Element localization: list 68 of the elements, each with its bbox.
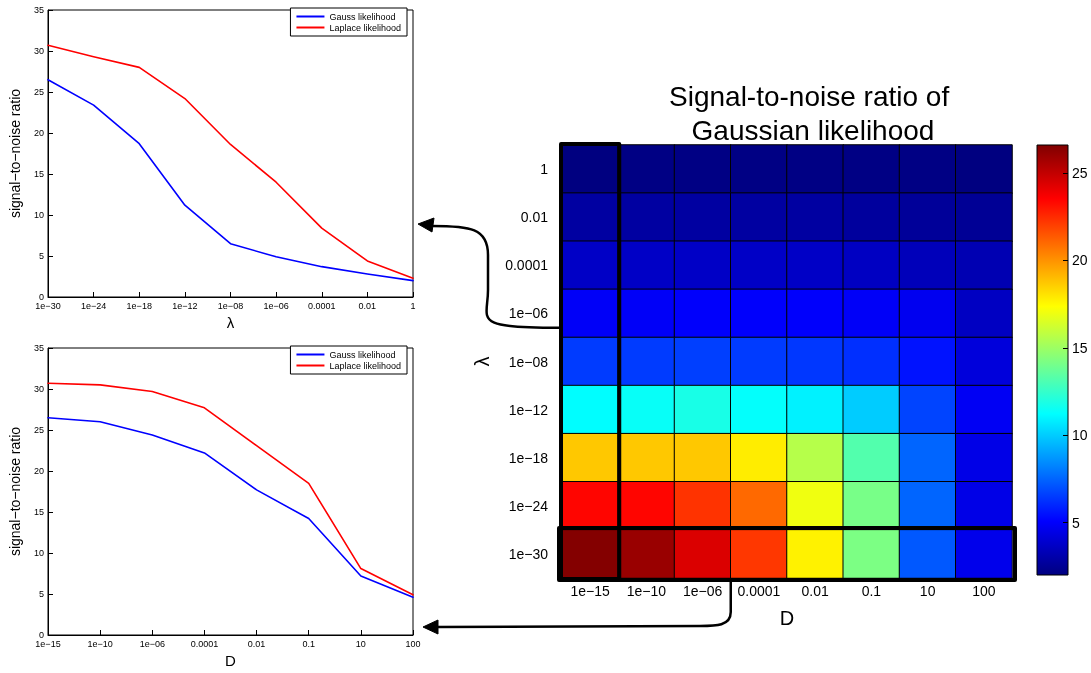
x-tick-label: 1e−10 [87,638,113,649]
y-tick-label: 1 [540,161,549,178]
y-tick-label: 1e−30 [508,545,549,562]
legend-label: Gauss likelihood [329,11,396,22]
y-tick-label: 1e−08 [508,353,549,370]
y-tick-label: 30 [33,384,44,394]
x-tick-label: 1e−08 [217,300,244,311]
x-tick-label: 0.1 [302,638,315,649]
y-tick-label: 15 [33,169,44,179]
x-axis-title: D [779,607,795,629]
color-bar-label: 5 [1072,514,1080,531]
x-tick-label: 1e−06 [139,638,165,649]
y-tick-label: 10 [33,548,44,558]
y-tick-label: 35 [33,5,44,15]
chart-title: Signal-to-noise ratio of Gaussian likelihood [669,80,957,146]
x-tick-label: 100 [405,638,421,649]
y-tick-label: 1e−18 [508,449,549,466]
y-axis-title: λ [471,356,493,367]
y-tick-label: 25 [33,87,44,97]
y-tick-label: 20 [33,466,44,476]
y-tick-label: 15 [33,507,44,517]
x-axis-title: λ [226,314,235,331]
x-tick-label: 1e−06 [682,583,723,599]
y-tick-label: 5 [38,251,44,261]
color-bar-label: 25 [1072,164,1088,181]
x-tick-label: 1e−12 [172,300,198,311]
y-tick-label: 5 [38,589,44,599]
y-tick-label: 1e−12 [508,401,549,418]
x-axis-title: D [225,652,237,669]
x-tick-label: 10 [355,638,366,649]
legend-label: Laplace likelihood [329,360,402,371]
x-tick-label: 1e−06 [263,300,289,311]
x-tick-label: 100 [972,583,996,599]
y-tick-label: 25 [33,425,44,435]
x-tick-label: 1e−10 [626,583,667,599]
x-tick-label: 1e−18 [126,300,152,311]
y-tick-label: 30 [33,46,44,56]
x-tick-label: 0.0001 [307,300,336,311]
line-series [47,78,414,282]
x-tick-label: 1e−24 [80,300,107,311]
x-tick-label: 0.0001 [190,638,219,649]
line-series [47,44,414,279]
legend-label: Laplace likelihood [329,22,402,33]
y-tick-label: 10 [33,210,44,220]
x-tick-label: 0.1 [861,583,882,599]
y-tick-label: 35 [33,343,44,353]
y-axis-title: signal−to−noise ratio [7,88,23,219]
x-tick-label: 10 [919,583,936,599]
x-tick-label: 0.01 [247,638,266,649]
color-bar-label: 10 [1072,427,1088,444]
y-tick-label: 20 [33,128,44,138]
line-series [47,416,414,599]
line-series [47,382,414,596]
x-tick-label: 1e−15 [35,638,61,649]
y-tick-label: 0.0001 [505,257,549,274]
y-tick-label: 0 [38,292,44,302]
x-tick-label: 0.01 [801,583,829,599]
x-tick-label: 1e−15 [570,583,610,599]
y-tick-label: 1e−24 [508,497,549,514]
color-bar-label: 20 [1072,252,1088,269]
y-axis-title: signal−to−noise ratio [7,426,23,557]
x-tick-label: 0.0001 [737,583,781,599]
legend-label: Gauss likelihood [329,349,396,360]
color-bar-label: 15 [1072,339,1088,356]
x-tick-label: 1 [410,300,416,311]
x-tick-label: 0.01 [358,300,377,311]
y-tick-label: 0.01 [520,209,549,226]
y-tick-label: 0 [38,630,44,640]
